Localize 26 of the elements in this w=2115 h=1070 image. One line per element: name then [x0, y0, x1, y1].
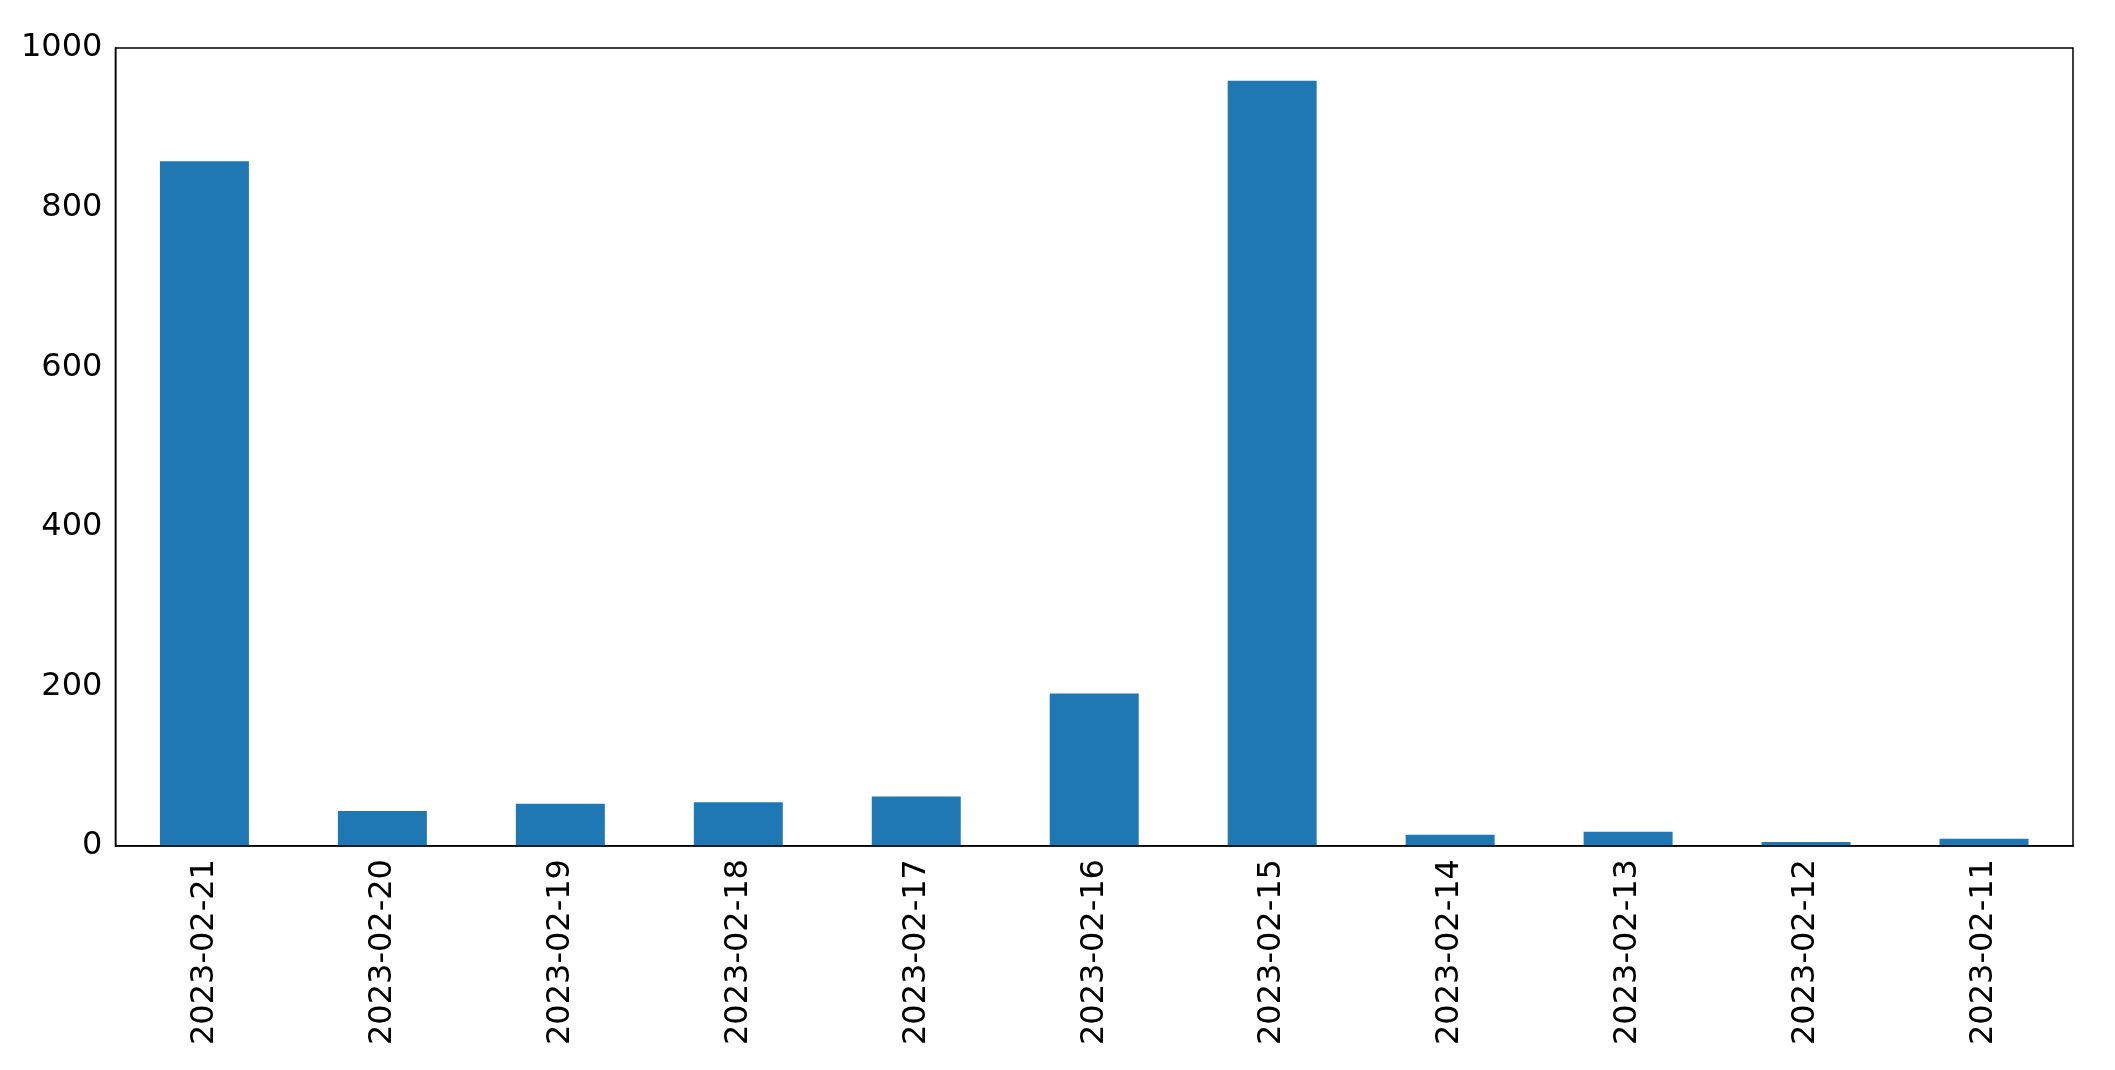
- x-tick-label: 2023-02-21: [182, 859, 221, 1045]
- x-tick-label: 2023-02-16: [1072, 859, 1111, 1045]
- x-tick-label: 2023-02-17: [894, 859, 933, 1045]
- bar: [871, 796, 961, 847]
- x-tick-label: 2023-02-13: [1606, 859, 1645, 1045]
- bar: [515, 803, 605, 847]
- bar: [1405, 834, 1495, 847]
- y-tick-label: 600: [41, 345, 103, 384]
- x-tick-label: 2023-02-14: [1428, 859, 1467, 1045]
- y-tick-label: 1000: [21, 26, 103, 65]
- x-tick-label: 2023-02-19: [538, 859, 577, 1045]
- bar: [1583, 831, 1673, 847]
- bar: [1049, 693, 1139, 847]
- y-tick-label: 800: [41, 185, 103, 224]
- x-tick-label: 2023-02-11: [1962, 859, 2001, 1045]
- x-tick-label: 2023-02-18: [716, 859, 755, 1045]
- bar: [693, 802, 783, 847]
- y-tick-label: 0: [82, 824, 103, 863]
- bar: [337, 810, 427, 847]
- bar: [1227, 80, 1317, 847]
- y-tick-label: 400: [41, 505, 103, 544]
- x-tick-label: 2023-02-15: [1250, 859, 1289, 1045]
- y-tick-label: 200: [41, 664, 103, 703]
- bar: [159, 161, 249, 847]
- x-tick-label: 2023-02-12: [1784, 859, 1823, 1045]
- x-tick-label: 2023-02-20: [360, 859, 399, 1045]
